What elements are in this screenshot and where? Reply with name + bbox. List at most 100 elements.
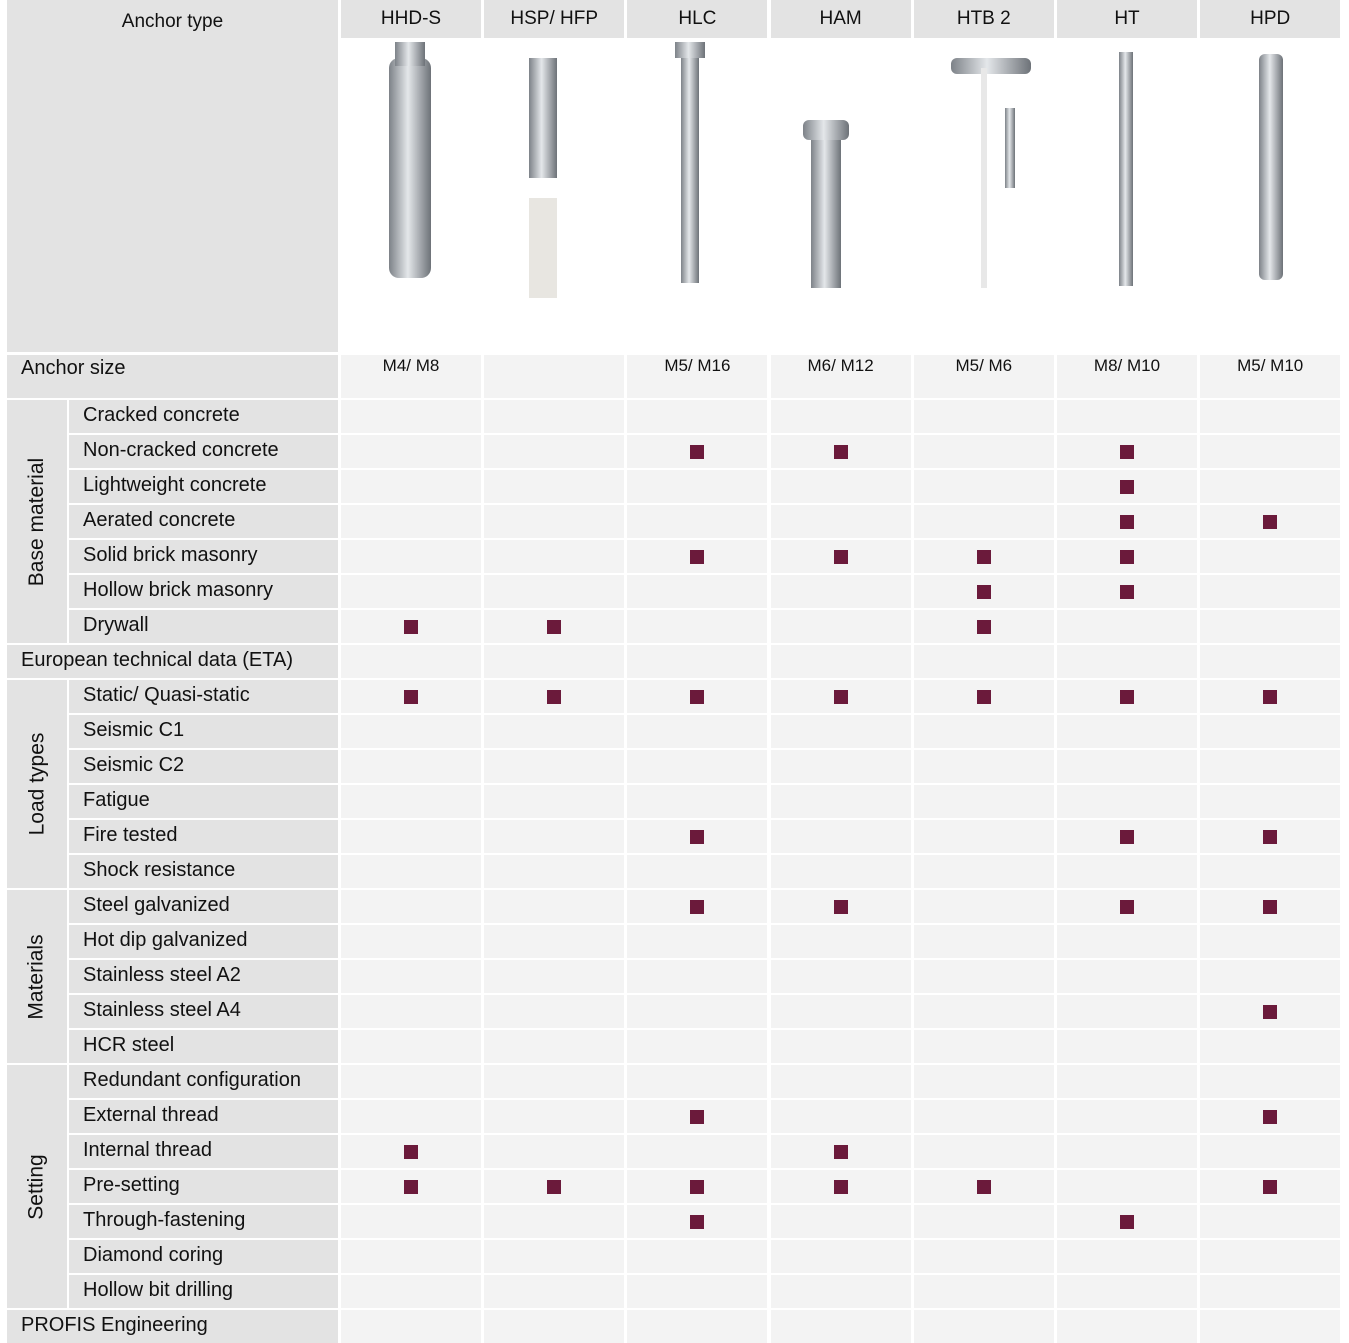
data-cell [770, 645, 911, 678]
data-cell [1200, 1170, 1341, 1203]
check-mark [976, 550, 991, 564]
data-cell [627, 1065, 768, 1098]
data-cell [341, 995, 481, 1028]
anchor-images [389, 42, 1283, 298]
data-cell [484, 540, 625, 573]
data-cell [484, 1065, 625, 1098]
row-label: Cracked concrete [69, 400, 338, 433]
data-cell [1200, 1065, 1341, 1098]
data-cell [627, 960, 768, 993]
data-cell [1200, 645, 1341, 678]
anchor-size: M5/ M6 [913, 355, 1054, 398]
data-cell [770, 610, 911, 643]
data-cell [770, 960, 911, 993]
data-cell [913, 1275, 1054, 1308]
data-cell [770, 890, 911, 923]
check-mark [690, 550, 705, 564]
data-cell [1200, 785, 1341, 818]
group-text: Materials [25, 933, 49, 1020]
check-mark [1120, 515, 1134, 529]
data-cell [341, 680, 481, 713]
data-cell [1200, 960, 1341, 993]
data-cell [484, 785, 625, 818]
check-mark [690, 1110, 705, 1124]
data-cell [1200, 505, 1341, 538]
data-cell [913, 715, 1054, 748]
data-cell [627, 1275, 768, 1308]
row-label: Seismic C2 [69, 750, 338, 783]
row-label: Diamond coring [69, 1240, 338, 1273]
data-cell [913, 785, 1054, 818]
data-cell [341, 1065, 481, 1098]
check-mark [547, 690, 562, 704]
data-cell [627, 1100, 768, 1133]
column-header: HTB 2 [913, 0, 1054, 38]
data-cell [1057, 925, 1197, 958]
check-mark [833, 1180, 848, 1194]
data-cell [770, 925, 911, 958]
data-cell [1200, 1135, 1341, 1168]
row-label: Static/ Quasi-static [69, 680, 338, 713]
data-cell [627, 890, 768, 923]
data-cell [1200, 1030, 1341, 1063]
check-mark [1263, 1180, 1278, 1194]
check-mark [1120, 1215, 1134, 1229]
data-cell [913, 400, 1054, 433]
data-cell [770, 470, 911, 503]
data-cell [341, 1170, 481, 1203]
check-mark [833, 690, 848, 704]
row-label: Steel galvanized [69, 890, 338, 923]
check-mark [690, 1215, 705, 1229]
check-mark [547, 620, 562, 634]
row-label: Internal thread [69, 1135, 338, 1168]
row-label: HCR steel [69, 1030, 338, 1063]
data-cell [1200, 750, 1341, 783]
data-cell [627, 505, 768, 538]
data-cell [341, 890, 481, 923]
data-cell [1057, 1065, 1197, 1098]
data-cell [770, 785, 911, 818]
data-cell [484, 995, 625, 1028]
size-label: Anchor size [7, 355, 338, 398]
check-mark [976, 585, 991, 599]
data-cell [627, 1240, 768, 1273]
data-cell [770, 750, 911, 783]
data-cell [484, 1100, 625, 1133]
row-label: Hollow brick masonry [69, 575, 338, 608]
row-label: Seismic C1 [69, 715, 338, 748]
check-mark [1263, 690, 1278, 704]
data-cell [1200, 995, 1341, 1028]
data-cell [770, 1065, 911, 1098]
data-cell [484, 505, 625, 538]
data-cell [913, 470, 1054, 503]
check-mark [976, 690, 991, 704]
column-header: HT [1057, 0, 1197, 38]
data-cell [770, 680, 911, 713]
data-cell [484, 715, 625, 748]
data-cell [484, 1170, 625, 1203]
row-label: Shock resistance [69, 855, 338, 888]
data-cell [1057, 505, 1197, 538]
data-cell [341, 505, 481, 538]
check-mark [404, 620, 418, 634]
data-cell [770, 1240, 911, 1273]
data-cell [913, 680, 1054, 713]
data-cell [1057, 855, 1197, 888]
data-cell [1200, 1100, 1341, 1133]
anchor-size: M5/ M10 [1200, 355, 1341, 398]
column-header: HAM [770, 0, 911, 38]
data-cell [627, 820, 768, 853]
data-cell [1200, 1310, 1341, 1343]
data-cell [1057, 715, 1197, 748]
data-cell [770, 715, 911, 748]
column-header: HSP/ HFP [484, 0, 625, 38]
data-cell [1057, 1100, 1197, 1133]
row-label: Pre-setting [69, 1170, 338, 1203]
data-cell [341, 750, 481, 783]
check-mark [1120, 830, 1134, 844]
row-label: External thread [69, 1100, 338, 1133]
data-cell [1057, 960, 1197, 993]
data-cell [627, 995, 768, 1028]
data-cell [341, 1030, 481, 1063]
data-cell [1200, 890, 1341, 923]
